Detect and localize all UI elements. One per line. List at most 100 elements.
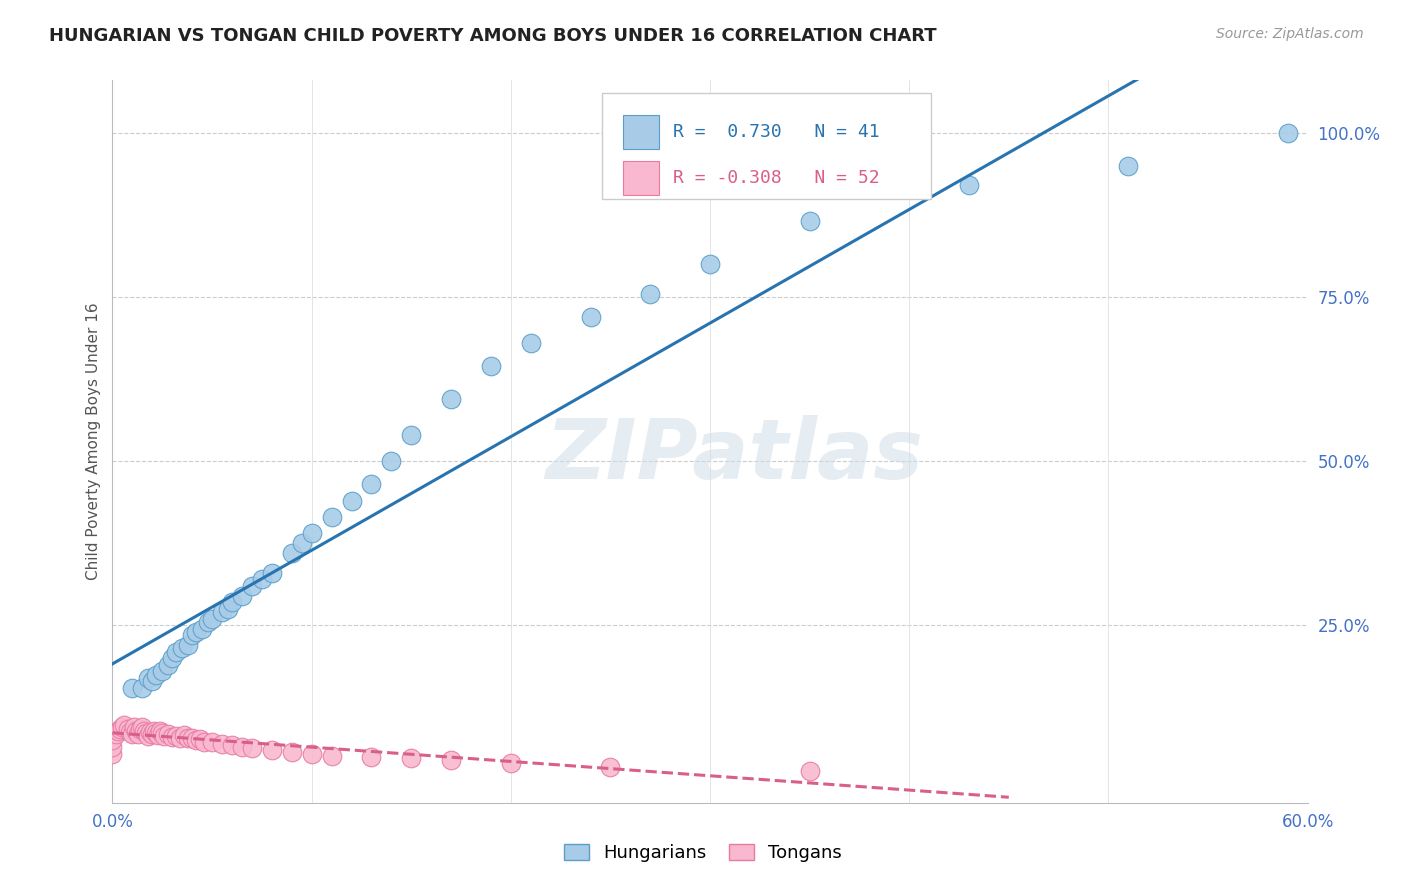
FancyBboxPatch shape: [603, 93, 931, 200]
Point: [240, 579, 263, 593]
Point: [181, 731, 204, 746]
Legend: Hungarians, Tongans: Hungarians, Tongans: [557, 837, 849, 870]
Point: [101, 747, 124, 761]
Point: [799, 214, 821, 228]
Point: [186, 625, 208, 640]
Point: [188, 732, 211, 747]
Point: [105, 727, 128, 741]
Text: R = -0.308   N = 52: R = -0.308 N = 52: [673, 169, 880, 187]
Point: [579, 310, 602, 324]
Point: [197, 615, 219, 630]
Point: [186, 733, 208, 747]
Point: [162, 651, 183, 665]
Point: [479, 359, 502, 373]
Point: [110, 723, 132, 737]
Point: [520, 336, 543, 351]
Point: [231, 589, 253, 603]
Text: R =  0.730   N = 41: R = 0.730 N = 41: [673, 123, 880, 141]
Point: [141, 727, 163, 741]
Point: [201, 735, 224, 749]
Point: [360, 749, 382, 764]
Point: [1277, 126, 1299, 140]
Point: [380, 454, 402, 468]
Point: [127, 727, 149, 741]
Point: [440, 753, 463, 767]
Point: [172, 641, 194, 656]
Point: [240, 741, 263, 756]
Point: [799, 764, 821, 779]
Point: [260, 566, 283, 580]
Point: [145, 725, 167, 739]
Point: [250, 573, 273, 587]
Point: [321, 748, 343, 763]
Point: [121, 681, 143, 695]
Point: [291, 536, 314, 550]
Point: [135, 726, 157, 740]
Point: [148, 728, 170, 742]
Point: [301, 526, 323, 541]
Point: [181, 628, 204, 642]
Point: [177, 731, 200, 745]
Point: [217, 602, 239, 616]
Point: [111, 720, 134, 734]
Point: [211, 737, 233, 751]
Point: [957, 178, 980, 193]
Point: [143, 723, 166, 738]
Point: [157, 657, 180, 672]
Text: HUNGARIAN VS TONGAN CHILD POVERTY AMONG BOYS UNDER 16 CORRELATION CHART: HUNGARIAN VS TONGAN CHILD POVERTY AMONG …: [49, 27, 936, 45]
Point: [281, 745, 304, 759]
Point: [162, 730, 183, 744]
Point: [150, 726, 173, 740]
Point: [440, 392, 463, 406]
Point: [169, 731, 191, 746]
Point: [193, 735, 215, 749]
Point: [360, 477, 382, 491]
Point: [401, 751, 423, 765]
Point: [340, 493, 363, 508]
Point: [139, 724, 162, 739]
Point: [221, 595, 243, 609]
Point: [201, 612, 224, 626]
Point: [145, 667, 167, 681]
Point: [131, 681, 153, 695]
Point: [165, 729, 187, 743]
Text: Source: ZipAtlas.com: Source: ZipAtlas.com: [1216, 27, 1364, 41]
Point: [101, 739, 124, 754]
Point: [157, 727, 180, 741]
Point: [107, 723, 129, 738]
Point: [321, 510, 343, 524]
Point: [120, 724, 142, 739]
Point: [165, 645, 187, 659]
FancyBboxPatch shape: [623, 161, 658, 195]
Point: [101, 733, 124, 747]
Point: [301, 747, 323, 761]
Point: [231, 739, 253, 754]
Point: [211, 605, 233, 619]
Point: [173, 728, 195, 742]
Point: [499, 756, 522, 771]
Point: [125, 723, 148, 738]
Point: [138, 671, 160, 685]
Text: ZIPatlas: ZIPatlas: [546, 416, 922, 497]
Point: [114, 718, 135, 732]
Point: [129, 723, 152, 737]
Point: [260, 743, 283, 757]
Point: [138, 729, 160, 743]
Point: [141, 674, 163, 689]
Point: [124, 720, 146, 734]
Point: [191, 622, 214, 636]
Point: [131, 720, 153, 734]
FancyBboxPatch shape: [623, 115, 658, 150]
Y-axis label: Child Poverty Among Boys Under 16: Child Poverty Among Boys Under 16: [86, 302, 101, 581]
Point: [1118, 159, 1140, 173]
Point: [121, 727, 143, 741]
Point: [134, 723, 156, 738]
Point: [150, 665, 173, 679]
Point: [221, 738, 243, 752]
Point: [599, 760, 621, 774]
Point: [117, 723, 139, 737]
Point: [401, 428, 423, 442]
Point: [281, 546, 304, 560]
Point: [153, 729, 176, 743]
Point: [699, 257, 721, 271]
